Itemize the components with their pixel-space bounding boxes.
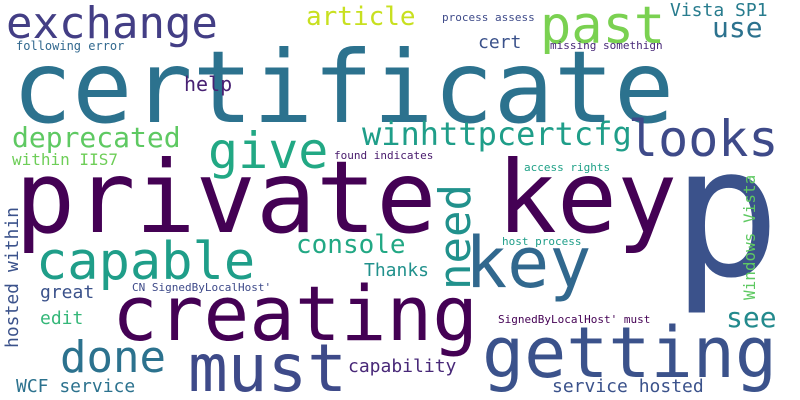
word-missing-somethign: missing somethign: [550, 39, 663, 52]
word-exchange: exchange: [6, 0, 218, 49]
word-key: key: [465, 222, 592, 304]
word-within-iis7: within IIS7: [12, 150, 118, 169]
word-edit: edit: [40, 308, 84, 329]
word-certificate: certificate: [12, 29, 675, 146]
word-done: done: [60, 332, 166, 383]
word-getting: getting: [482, 312, 778, 394]
word-thanks: Thanks: [364, 260, 430, 281]
word-cn-signedbylocalhost: CN SignedByLocalHost': [132, 281, 272, 294]
word-within: within: [2, 206, 23, 272]
word-creating: creating: [112, 269, 479, 358]
word-past: past: [540, 0, 666, 56]
word-use: use: [712, 11, 763, 44]
word-windows-vista: Windows Vista: [740, 174, 759, 300]
word-must: must: [188, 330, 347, 400]
word-capable: capable: [36, 232, 256, 292]
word-private-key: private key: [15, 139, 678, 256]
word-host-process: host process: [502, 235, 582, 248]
word-wcf-service: WCF service: [16, 376, 136, 397]
word-signedbylocalhost-must: SignedByLocalHost' must: [498, 313, 651, 326]
word-console: console: [296, 230, 406, 260]
word-vista-sp1: Vista SP1: [670, 0, 768, 21]
word-winhttpcertcfg: winhttpcertcfg: [362, 115, 632, 153]
word-great: great: [40, 282, 95, 303]
word-deprecated: deprecated: [12, 121, 181, 154]
word-service-hosted: service hosted: [552, 376, 704, 397]
word-access-rights: access rights: [524, 161, 611, 174]
word-process-assess: process assess: [442, 11, 535, 24]
word-found-indicates: found indicates: [334, 149, 434, 162]
word-looks: looks: [628, 110, 779, 168]
word-help: help: [184, 72, 233, 96]
word-capability: capability: [348, 356, 457, 377]
word-cert: cert: [478, 32, 522, 53]
word-following-error: following error: [16, 39, 125, 53]
word-need: need: [430, 184, 481, 290]
word-hosted: hosted: [2, 282, 23, 348]
word-see: see: [726, 301, 777, 334]
word-p: p: [672, 109, 781, 318]
word-article: article: [306, 2, 416, 32]
word-give: give: [208, 122, 329, 180]
